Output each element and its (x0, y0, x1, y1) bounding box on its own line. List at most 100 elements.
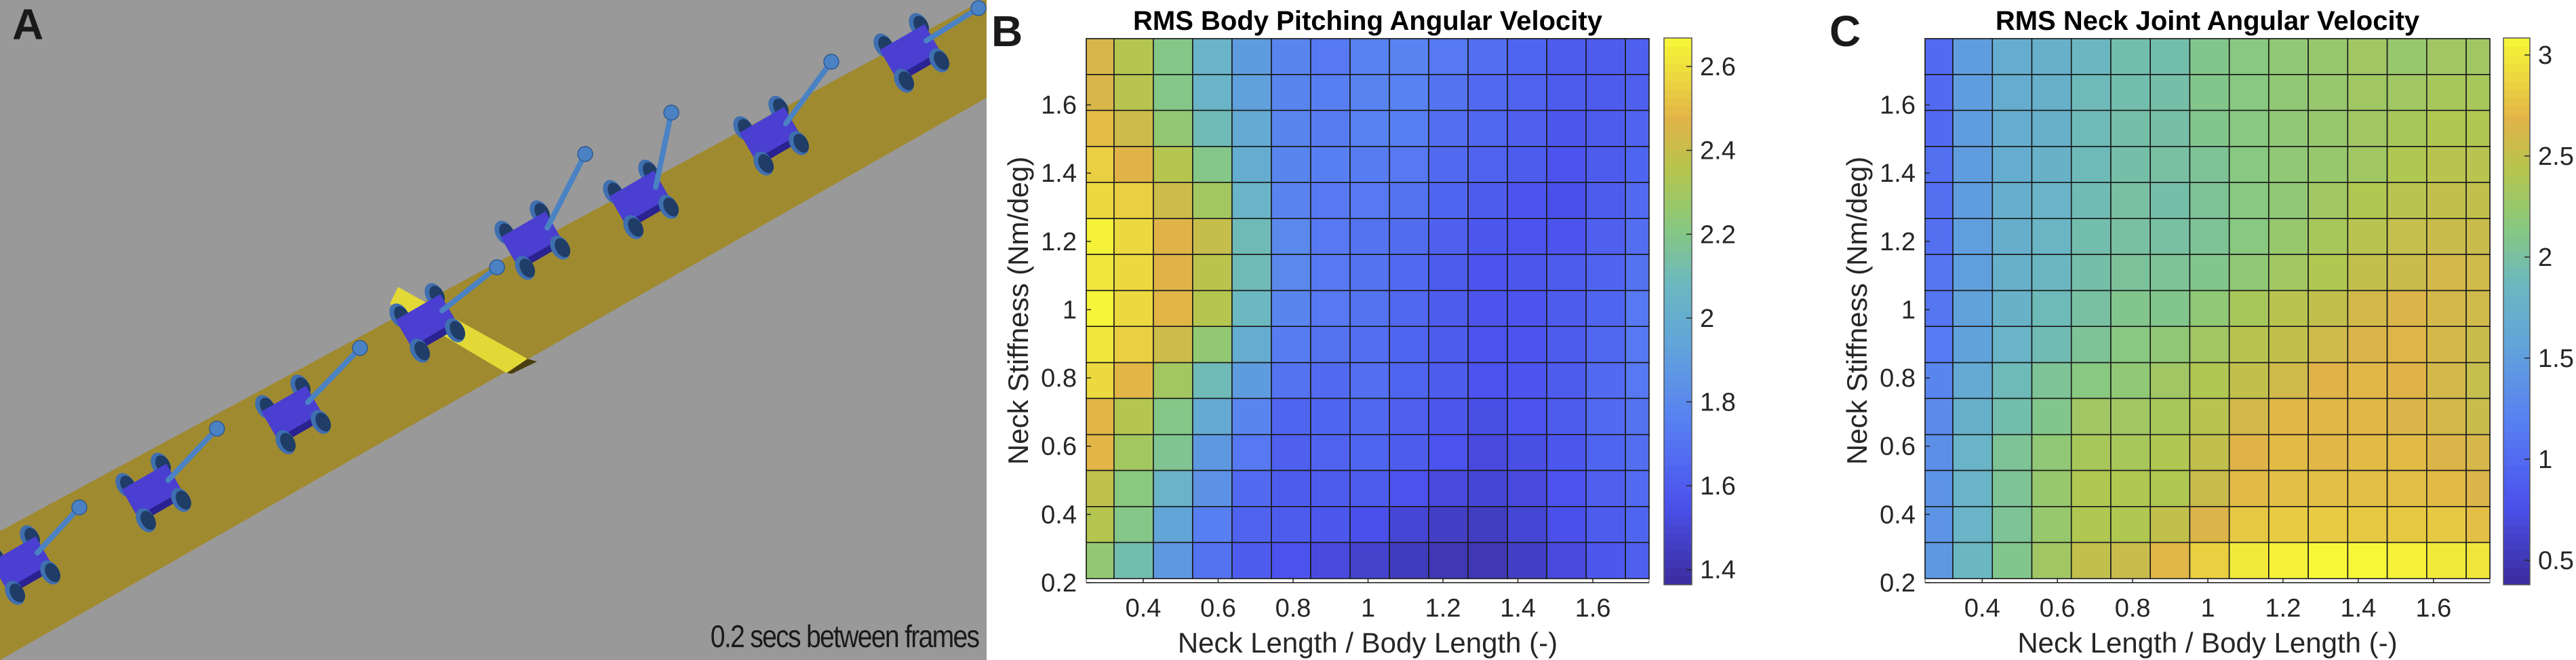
heatmap-cell (1585, 38, 1626, 75)
heatmap-cell (1924, 38, 1954, 75)
heatmap-cell (1467, 74, 1508, 111)
x-tick-label: 1.4 (2340, 594, 2376, 623)
heatmap-cell (1153, 326, 1193, 364)
heatmap-cell (1546, 397, 1587, 435)
colorbar-frame (2503, 37, 2531, 585)
colorbar-segment (2503, 269, 2530, 278)
colorbar-segment (2503, 234, 2530, 244)
heatmap-cell (1153, 397, 1193, 435)
wheel-face (450, 321, 466, 341)
wheel-face (663, 197, 679, 217)
y-axis-label: Neck Stiffness (Nm/deg) (1002, 157, 1034, 465)
heatmap-cell (2268, 469, 2309, 507)
robot-neck (35, 505, 82, 556)
heatmap-cell (1992, 109, 2033, 147)
wheel-face (176, 490, 192, 510)
heatmap-cell (1467, 362, 1508, 400)
heatmap-cell (1467, 146, 1508, 183)
heatmap-cell (2110, 38, 2152, 75)
heatmap-cell (1349, 541, 1390, 579)
heatmap-cell (1992, 362, 2033, 400)
heatmap-cell (1086, 326, 1115, 364)
heatmap-cell (2386, 218, 2428, 255)
heatmap-cell (1625, 38, 1650, 75)
colorbar-segment (2503, 431, 2530, 440)
heatmap-cell (1428, 182, 1469, 219)
colorbar-segment (1664, 328, 1692, 338)
colorbar-segment (1664, 208, 1692, 218)
heatmap-cell (2268, 146, 2309, 183)
colorbar-segment (1664, 319, 1692, 329)
heatmap-cell (1113, 397, 1154, 435)
colorbar-segment (2503, 208, 2530, 218)
heatmap-cell (1231, 146, 1272, 183)
heatmap-cell (1428, 433, 1469, 471)
heatmap-cell (2149, 38, 2191, 75)
colorbar-segment (2503, 371, 2530, 381)
heatmap-cell (2426, 74, 2467, 111)
heatmap-cell (1153, 146, 1193, 183)
robot-head-ball (663, 104, 679, 121)
heatmap-cell (1546, 218, 1587, 255)
heatmap-cell (1585, 433, 1626, 471)
robot-frame (873, 0, 987, 93)
heatmap-cell (2268, 433, 2309, 471)
heatmap-cell (2070, 397, 2112, 435)
colorbar-segment (2503, 217, 2530, 227)
heatmap-cell (1113, 109, 1154, 147)
heatmap-cell (2307, 290, 2349, 327)
colorbar-segment (2503, 559, 2530, 568)
heatmap-cell (1428, 469, 1469, 507)
heatmap-cell (2386, 541, 2428, 579)
heatmap-cell (1546, 433, 1587, 471)
heatmap-cell (1952, 469, 1994, 507)
heatmap-cell (1271, 182, 1311, 219)
robot-head-ball (823, 54, 839, 70)
colorbar-segment (2503, 550, 2530, 560)
colorbar-segment (1664, 191, 1692, 201)
heatmap-cell (2386, 38, 2428, 75)
wheel-face (280, 433, 296, 452)
colorbar-segment (1664, 303, 1692, 312)
robot-neck (165, 426, 220, 483)
heatmap-cell (1231, 254, 1272, 292)
colorbar-tick-label: 2.4 (1700, 137, 1736, 166)
heatmap-cell (2347, 290, 2388, 327)
heatmap-cell (1349, 397, 1390, 435)
heatmap-cell (2031, 182, 2072, 219)
heatmap-cell (2070, 506, 2112, 543)
colorbar-segment (1664, 405, 1692, 414)
heatmap-cell (1192, 541, 1233, 579)
heatmap-cell (1310, 541, 1351, 579)
heatmap-cell (1992, 182, 2033, 219)
colorbar-segment (2503, 567, 2530, 577)
chart-title: RMS Body Pitching Angular Velocity (1133, 6, 1603, 36)
heatmap-cell (1310, 397, 1351, 435)
heatmap-cell (2110, 506, 2152, 543)
heatmap-cell (2307, 397, 2349, 435)
x-tick-label: 1.2 (2265, 594, 2301, 623)
colorbar-segment (2503, 149, 2530, 158)
heatmap-cell (1625, 469, 1650, 507)
heatmap-cell (1992, 146, 2033, 183)
heatmap-cell (2110, 541, 2152, 579)
colorbar-segment (1664, 345, 1692, 355)
heatmap-cell (1113, 362, 1154, 400)
heatmap-cell (2268, 290, 2309, 327)
y-tick-label: 0.6 (1041, 433, 1077, 461)
colorbar-segment (1664, 294, 1692, 304)
heatmap-cell (1192, 38, 1233, 75)
colorbar-segment (1664, 576, 1692, 585)
colorbar-tick-label: 2.5 (2538, 142, 2574, 171)
heatmap-cell (1924, 541, 1954, 579)
heatmap-cell (1113, 506, 1154, 543)
colorbar-segment (1664, 414, 1692, 423)
heatmap-cell (2189, 218, 2230, 255)
heatmap-cell (2347, 397, 2388, 435)
heatmap-cell (1192, 290, 1233, 327)
heatmap-cell (1546, 541, 1587, 579)
heatmap-cell (1153, 433, 1193, 471)
colorbar-tick-label: 2.2 (1700, 220, 1736, 249)
heatmap-cell (2228, 290, 2270, 327)
heatmap-cell (2031, 74, 2072, 111)
